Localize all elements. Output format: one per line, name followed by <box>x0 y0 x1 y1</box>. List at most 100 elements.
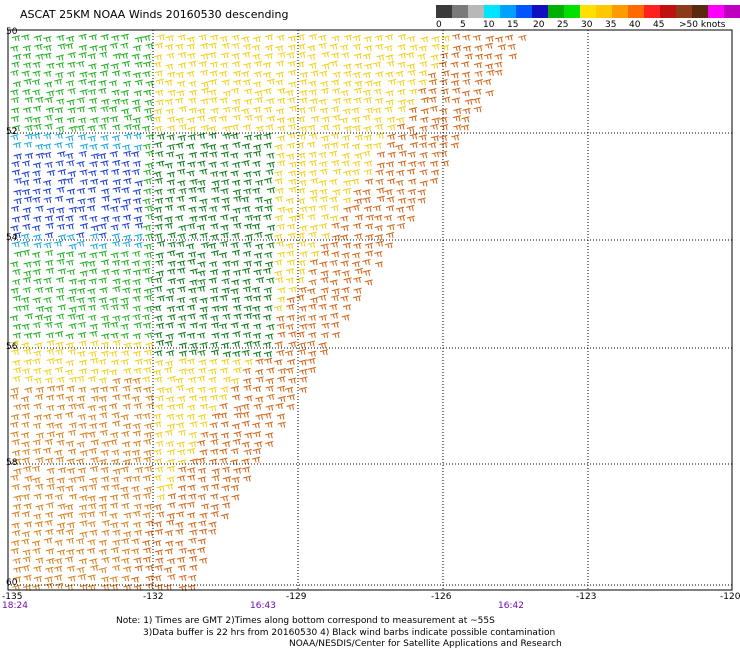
wind-barb <box>451 97 461 104</box>
wind-barb <box>55 132 64 139</box>
wind-barb <box>494 61 503 68</box>
lon-label--120: -120 <box>720 592 740 602</box>
wind-barb <box>329 259 338 266</box>
wind-barb <box>288 161 298 168</box>
wind-barb <box>209 458 218 465</box>
wind-barb <box>241 420 250 427</box>
wind-barb <box>155 99 164 106</box>
wind-barb <box>120 33 129 40</box>
legend-swatch <box>532 5 548 18</box>
wind-barb <box>88 106 97 113</box>
wind-barb <box>297 170 307 177</box>
wind-barb <box>56 186 65 193</box>
wind-barb <box>220 224 229 231</box>
wind-barb <box>56 258 65 265</box>
wind-barb <box>210 223 219 230</box>
wind-barb <box>165 483 174 490</box>
wind-barb <box>89 252 98 259</box>
wind-barb <box>340 260 349 267</box>
wind-barb <box>143 294 153 301</box>
wind-barb <box>120 303 129 310</box>
wind-barb <box>32 188 41 195</box>
wind-barb <box>54 358 63 365</box>
wind-barb <box>230 152 239 159</box>
wind-barb <box>143 358 152 365</box>
wind-barb <box>286 259 296 266</box>
wind-barb <box>255 376 264 383</box>
wind-barb <box>97 153 107 160</box>
wind-barb <box>198 367 207 374</box>
wind-barb <box>55 54 64 61</box>
wind-barb <box>255 277 265 284</box>
wind-barb <box>374 251 383 258</box>
wind-barb <box>210 250 220 257</box>
wind-barb <box>197 386 206 393</box>
wind-barb <box>396 123 406 130</box>
wind-barb <box>429 160 439 167</box>
wind-barb <box>21 171 30 178</box>
wind-barb <box>32 89 41 96</box>
wind-barb <box>419 152 428 159</box>
wind-barb <box>274 259 283 266</box>
wind-barb <box>165 322 174 329</box>
wind-barb <box>199 395 208 402</box>
wind-barb <box>264 34 274 41</box>
wind-barb <box>199 69 209 76</box>
wind-barb <box>244 214 253 221</box>
wind-barb <box>44 519 53 526</box>
wind-barb <box>244 88 253 95</box>
wind-barb <box>253 144 262 151</box>
wind-barb <box>46 207 55 214</box>
wind-barb <box>395 206 405 213</box>
wind-barb <box>199 198 208 205</box>
wind-barb <box>133 503 142 510</box>
wind-barb <box>276 223 285 230</box>
wind-barb <box>306 340 316 347</box>
wind-barb <box>90 368 99 375</box>
wind-barb <box>44 114 53 121</box>
wind-barb <box>90 153 99 160</box>
wind-barb <box>264 205 273 212</box>
wind-barb <box>320 243 329 250</box>
wind-barb <box>12 81 22 88</box>
wind-barb <box>252 53 261 60</box>
wind-barb <box>66 160 75 167</box>
wind-barb <box>285 323 294 330</box>
wind-barb <box>339 117 349 124</box>
wind-barb <box>431 169 440 176</box>
wind-barb <box>32 547 41 554</box>
wind-barb <box>178 187 187 195</box>
wind-barb <box>461 61 470 68</box>
wind-barb <box>297 152 306 159</box>
wind-barb <box>222 260 231 267</box>
wind-barb <box>56 522 66 529</box>
wind-barb <box>253 269 262 276</box>
wind-barb <box>494 69 503 76</box>
wind-barb <box>330 106 340 113</box>
wind-barb <box>286 250 295 257</box>
wind-barb <box>330 294 340 301</box>
wind-barb <box>494 36 504 43</box>
wind-barb <box>132 377 141 384</box>
wind-barb <box>406 204 415 211</box>
wind-barb <box>286 358 296 366</box>
wind-barb <box>210 448 219 455</box>
wind-barb <box>308 169 317 176</box>
wind-barb <box>504 34 514 41</box>
wind-barb <box>376 162 386 169</box>
wind-barb <box>330 241 339 248</box>
wind-barb <box>134 36 143 43</box>
wind-barb <box>20 179 30 186</box>
wind-barb <box>241 466 251 473</box>
wind-barb <box>33 493 42 500</box>
wind-barb <box>67 61 76 68</box>
wind-barb <box>12 450 21 457</box>
wind-barb <box>132 106 141 113</box>
wind-barb <box>197 375 206 382</box>
wind-barb <box>100 368 110 375</box>
wind-barb <box>277 376 286 383</box>
wind-barb <box>397 197 407 204</box>
wind-barb <box>310 70 319 77</box>
wind-barb <box>45 106 55 114</box>
wind-barb <box>219 62 229 69</box>
